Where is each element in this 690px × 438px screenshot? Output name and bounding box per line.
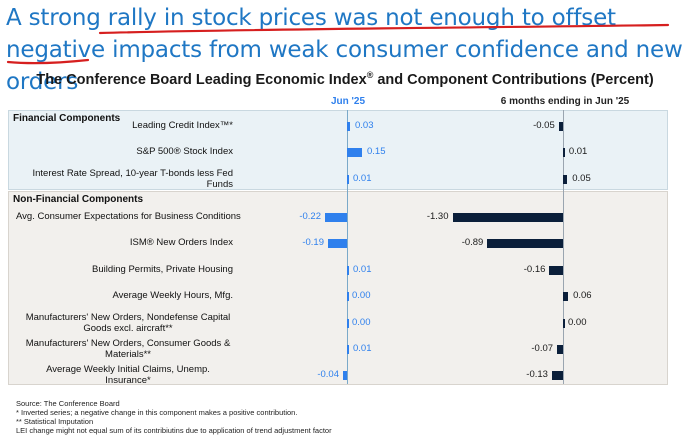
- category-label: Average Weekly Hours, Mfg.: [112, 290, 233, 301]
- value-label-series-1: -0.07: [531, 343, 554, 354]
- column-header-monthly: Jun '25: [330, 96, 366, 107]
- value-label-series-0: -0.22: [299, 211, 321, 222]
- value-label-series-1: -1.30: [426, 211, 449, 222]
- category-label: Building Permits, Private Housing: [92, 264, 233, 275]
- category-label: Manufacturers' New Orders, Consumer Good…: [25, 338, 231, 360]
- value-label-series-0: -0.19: [302, 237, 324, 248]
- chart-title-text: The Conference Board Leading Economic In…: [36, 71, 367, 88]
- headline-part-3: impacts: [112, 37, 202, 63]
- column-header-six-month: 6 months ending in Jun '25: [500, 96, 630, 107]
- bar-series-1: [563, 147, 565, 157]
- section-heading-non-financial: Non-Financial Components: [13, 194, 143, 205]
- category-label: Average Weekly Initial Claims, Unemp. In…: [46, 364, 210, 386]
- value-label-series-1: 0.00: [568, 317, 587, 328]
- bar-series-0: [347, 265, 349, 275]
- bar-series-0: [347, 174, 349, 184]
- headline: A strong rally in stock prices was not e…: [6, 2, 686, 98]
- bar-series-0: [325, 212, 347, 222]
- category-label: Interest Rate Spread, 10-year T-bonds le…: [32, 168, 234, 190]
- bar-series-1: [563, 174, 568, 184]
- footer-source: Source: The Conference Board: [16, 399, 120, 408]
- bar-series-1: [563, 318, 565, 328]
- footer-note-inverted: * Inverted series; a negative change in …: [16, 408, 298, 417]
- bar-series-1: [487, 238, 563, 248]
- bar-series-1: [563, 291, 569, 301]
- axis-line-series-0: [347, 110, 348, 384]
- chart-title-mark: ®: [366, 70, 374, 80]
- bar-series-1: [551, 370, 563, 380]
- category-label: Leading Credit Index™*: [132, 120, 233, 131]
- value-label-series-1: -0.16: [523, 264, 546, 275]
- axis-line-series-1: [563, 110, 564, 384]
- footer-notes: Source: The Conference Board * Inverted …: [16, 399, 332, 435]
- bar-series-0: [343, 370, 347, 380]
- value-label-series-1: 0.05: [572, 173, 591, 184]
- category-label: S&P 500® Stock Index: [136, 146, 233, 157]
- chart-title: The Conference Board Leading Economic In…: [0, 70, 690, 88]
- footer-note-imputation: ** Statistical Imputation: [16, 417, 94, 426]
- value-label-series-0: 0.00: [352, 290, 371, 301]
- bar-series-1: [549, 265, 563, 275]
- category-label: ISM® New Orders Index: [129, 237, 233, 248]
- bar-series-0: [347, 121, 350, 131]
- value-label-series-1: -0.05: [533, 120, 555, 131]
- value-label-series-0: 0.01: [353, 173, 372, 184]
- value-label-series-0: 0.01: [353, 343, 372, 354]
- bar-series-1: [558, 121, 563, 131]
- bar-series-0: [328, 238, 347, 248]
- value-label-series-1: -0.89: [461, 237, 484, 248]
- value-label-series-0: 0.00: [352, 317, 371, 328]
- value-label-series-0: 0.01: [353, 264, 372, 275]
- value-label-series-0: 0.03: [355, 120, 374, 131]
- chart-title-suffix: and Component Contributions (Percent): [373, 71, 654, 88]
- headline-part-4: from weak consumer confidence and new or…: [6, 37, 683, 95]
- bar-series-1: [557, 344, 563, 354]
- footer-note-trend: LEI change might not equal sum of its co…: [16, 426, 332, 435]
- value-label-series-1: 0.06: [573, 290, 592, 301]
- value-label-series-1: 0.01: [568, 146, 588, 157]
- bar-series-0: [347, 147, 362, 157]
- category-label: Avg. Consumer Expectations for Business …: [16, 211, 241, 222]
- category-label: Manufacturers' New Orders, Nondefense Ca…: [25, 312, 231, 334]
- financial-panel: [8, 110, 668, 190]
- bar-series-0: [347, 291, 349, 301]
- bar-series-1: [452, 212, 563, 222]
- bar-series-0: [347, 318, 349, 328]
- bar-series-0: [347, 344, 349, 354]
- value-label-series-0: -0.04: [317, 369, 339, 380]
- section-heading-financial: Financial Components: [13, 113, 121, 124]
- headline-part-1: A strong: [6, 5, 108, 31]
- value-label-series-1: -0.13: [526, 369, 548, 380]
- value-label-series-0: 0.15: [367, 146, 386, 157]
